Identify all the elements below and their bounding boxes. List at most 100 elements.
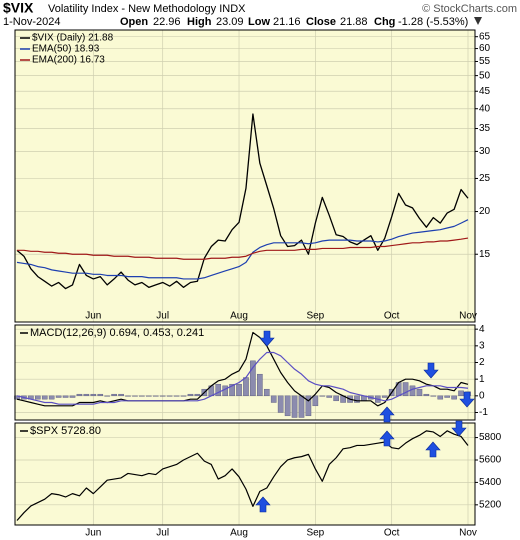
x-tick-label: Jul	[156, 528, 169, 539]
y-tick-label: 60	[479, 43, 491, 54]
histogram-bar	[139, 395, 145, 397]
histogram-bar	[35, 395, 41, 400]
panel-border	[14, 324, 476, 421]
quote-date: 1-Nov-2024	[3, 16, 60, 28]
histogram-bar	[90, 393, 97, 397]
y-tick-label: 50	[479, 70, 491, 81]
histogram-bar	[173, 395, 180, 397]
x-tick-label: Sep	[306, 528, 324, 539]
histogram-bar	[69, 395, 76, 398]
histogram-bar	[159, 395, 166, 397]
histogram-bar	[229, 383, 235, 397]
x-tick-label: Jun	[85, 528, 101, 539]
quote-value: -1.28 (-5.53%)	[398, 16, 468, 28]
histogram-bar	[451, 395, 457, 400]
y-tick-label: 45	[479, 86, 491, 97]
histogram-bar	[326, 395, 333, 398]
histogram-bar	[187, 393, 194, 397]
histogram-bar	[180, 395, 187, 397]
x-tick-label: Jul	[156, 311, 169, 322]
histogram-bar	[354, 395, 360, 403]
y-tick-label: 35	[479, 123, 491, 134]
histogram-bar	[291, 395, 298, 418]
description: Volatility Index - New Methodology INDX	[48, 3, 246, 15]
y-tick-label: 0	[479, 390, 485, 401]
y-tick-label: 5400	[479, 477, 502, 488]
histogram-bar	[305, 395, 312, 417]
x-tick-label: Nov	[459, 311, 477, 322]
x-tick-label: Aug	[230, 311, 248, 322]
quote-label: High	[187, 16, 212, 28]
histogram-bar	[97, 393, 104, 397]
legend-label: EMA(200) 16.73	[32, 55, 105, 66]
histogram-bar	[430, 395, 437, 397]
x-tick-label: Jun	[85, 311, 101, 322]
panel-border	[14, 422, 476, 526]
histogram-bar	[215, 383, 222, 397]
histogram-bar	[125, 395, 131, 397]
histogram-bar	[257, 373, 263, 397]
histogram-bar	[55, 395, 62, 398]
y-tick-label: 1	[479, 374, 485, 385]
quote-label: Chg	[374, 16, 395, 28]
change-down-icon	[474, 17, 482, 25]
quote-value: 22.96	[153, 16, 181, 28]
source: © StockCharts.com	[422, 3, 517, 15]
y-tick-label: 4	[479, 324, 485, 335]
histogram-bar	[104, 395, 110, 397]
histogram-bar	[402, 382, 409, 397]
histogram-bar	[444, 395, 450, 398]
histogram-bar	[409, 385, 416, 397]
y-tick-label: 65	[479, 31, 491, 42]
histogram-bar	[236, 383, 242, 397]
histogram-bar	[277, 395, 284, 413]
histogram-bar	[222, 385, 228, 397]
legend-label: EMA(50) 18.93	[32, 44, 100, 55]
x-tick-label: Oct	[384, 311, 400, 322]
histogram-bar	[312, 395, 319, 407]
quote-label: Low	[248, 16, 270, 28]
series-line	[17, 237, 469, 260]
histogram-bar	[166, 395, 173, 397]
quote-value: 21.16	[273, 16, 301, 28]
histogram-bar	[270, 395, 277, 403]
x-tick-label: Sep	[306, 311, 324, 322]
histogram-bar	[263, 388, 270, 397]
series-line	[16, 430, 469, 521]
histogram-bar	[298, 395, 305, 418]
histogram-bar	[381, 395, 388, 398]
histogram-bar	[458, 390, 464, 397]
series-line	[16, 331, 469, 407]
histogram-bar	[76, 393, 83, 397]
y-tick-label: 55	[479, 56, 491, 67]
histogram-bar	[111, 393, 117, 397]
histogram-bar	[319, 395, 326, 397]
series-line	[16, 219, 469, 280]
x-tick-label: Aug	[230, 528, 248, 539]
quote-value: 23.09	[216, 16, 244, 28]
y-tick-label: 40	[479, 103, 491, 114]
histogram-bar	[243, 377, 249, 397]
y-tick-label: 5800	[479, 432, 502, 443]
x-tick-label: Nov	[459, 528, 477, 539]
panel-background	[14, 29, 476, 323]
histogram-bar	[250, 360, 256, 397]
histogram-bar	[62, 395, 69, 398]
histogram-bar	[118, 393, 124, 397]
histogram-bar	[41, 395, 48, 400]
y-tick-label: 15	[479, 249, 491, 260]
quote-value: 21.88	[340, 16, 368, 28]
histogram-bar	[83, 393, 90, 397]
histogram-bar	[132, 395, 138, 397]
histogram-bar	[194, 393, 201, 397]
y-tick-label: 3	[479, 340, 485, 351]
x-tick-label: Oct	[384, 528, 400, 539]
histogram-bar	[146, 395, 152, 397]
quote-label: Open	[120, 16, 148, 28]
histogram-bar	[416, 388, 423, 397]
y-tick-label: 25	[479, 173, 491, 184]
y-tick-label: 5200	[479, 499, 502, 510]
panel-label: MACD(12,26,9) 0.694, 0.453, 0.241	[30, 327, 204, 339]
panel-border	[14, 29, 476, 323]
